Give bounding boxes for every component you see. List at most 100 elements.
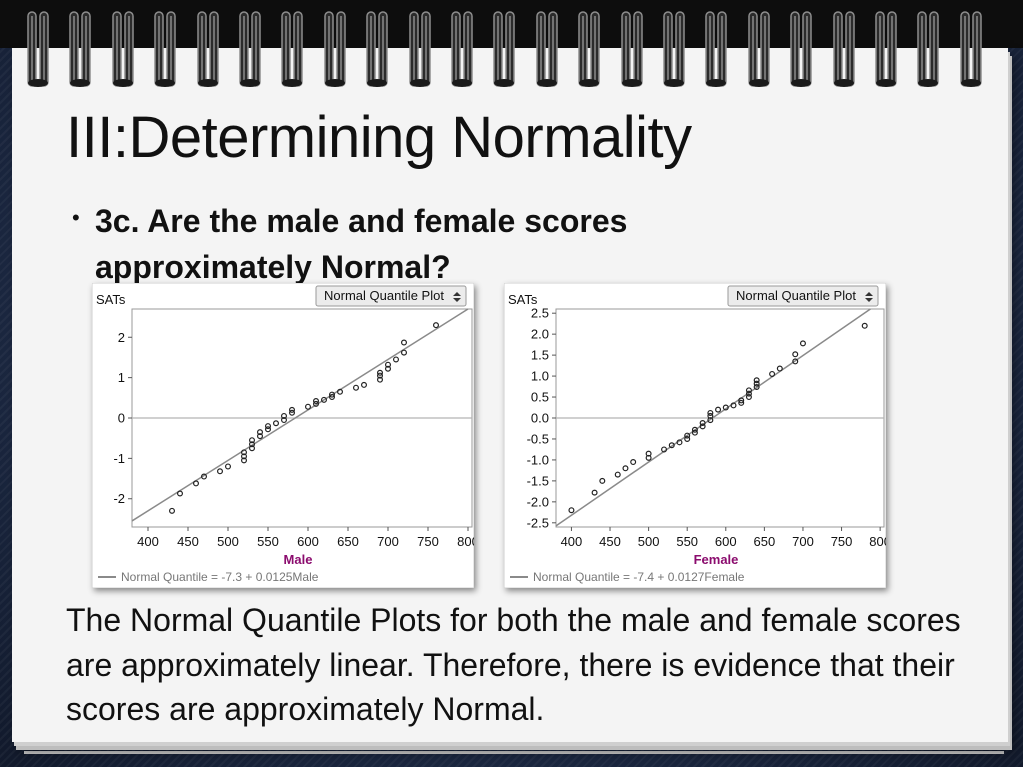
data-point — [265, 426, 272, 433]
data-point — [225, 463, 232, 470]
data-point — [676, 439, 683, 446]
x-tick-label: 650 — [754, 534, 776, 549]
data-point — [699, 423, 706, 430]
data-point — [861, 322, 868, 329]
data-point — [385, 365, 392, 372]
binding-ring — [577, 10, 603, 90]
y-tick-label: 1.0 — [531, 369, 549, 384]
data-point — [249, 445, 256, 452]
data-point — [645, 450, 652, 457]
data-point — [591, 489, 598, 496]
data-point — [329, 394, 336, 401]
data-point — [684, 435, 691, 442]
data-point — [353, 384, 360, 391]
binding-ring — [535, 10, 561, 90]
y-tick-label: 1.5 — [531, 348, 549, 363]
x-tick-label: 700 — [792, 534, 814, 549]
binding-ring — [916, 10, 942, 90]
data-point — [699, 420, 706, 427]
y-tick-label: 2 — [118, 330, 125, 345]
fit-line — [131, 308, 469, 522]
data-point — [684, 432, 691, 439]
legend-text: Normal Quantile = -7.3 + 0.0125Male — [121, 570, 319, 584]
data-point — [313, 398, 320, 405]
data-point — [273, 420, 280, 427]
plot-type-dropdown-label: Normal Quantile Plot — [736, 288, 856, 303]
data-point — [792, 358, 799, 365]
x-tick-label: 500 — [638, 534, 660, 549]
data-point — [329, 391, 336, 398]
data-point — [192, 480, 199, 487]
binding-ring — [492, 10, 518, 90]
binding-ring — [662, 10, 688, 90]
data-point — [738, 399, 745, 406]
binding-ring — [789, 10, 815, 90]
data-point — [401, 339, 408, 346]
binding-ring — [620, 10, 646, 90]
x-tick-label: 800 — [457, 534, 474, 549]
data-point — [281, 417, 288, 424]
y-tick-label: -1.5 — [527, 473, 549, 488]
data-point — [738, 397, 745, 404]
x-tick-label: 450 — [177, 534, 199, 549]
y-tick-label: -2.0 — [527, 494, 549, 509]
binding-ring — [704, 10, 730, 90]
y-tick-label: 0.0 — [531, 411, 549, 426]
page-edge — [24, 751, 1004, 754]
data-point — [168, 507, 175, 514]
slide-title: III:Determining Normality — [66, 105, 692, 170]
data-point — [661, 446, 668, 453]
data-point — [337, 388, 344, 395]
data-point — [393, 356, 400, 363]
plot-type-dropdown[interactable] — [727, 285, 879, 307]
y-tick-label: -1.0 — [527, 452, 549, 467]
data-point — [753, 377, 760, 384]
y-axis-label: SATs — [96, 292, 126, 307]
fit-line — [555, 308, 871, 527]
x-tick-label: 450 — [599, 534, 621, 549]
binding-ring — [832, 10, 858, 90]
binding-ring — [959, 10, 985, 90]
binding-ring — [153, 10, 179, 90]
y-tick-label: 0.5 — [531, 390, 549, 405]
x-tick-label: 600 — [297, 534, 319, 549]
data-point — [745, 390, 752, 397]
data-point — [707, 412, 714, 419]
data-point — [776, 365, 783, 372]
data-point — [769, 370, 776, 377]
male-quantile-plot: Normal Quantile Plot SATs 2 1 0 -1 -2 400 450 500… — [92, 283, 474, 588]
data-point — [745, 387, 752, 394]
y-tick-label: 1 — [118, 370, 125, 385]
data-point — [691, 429, 698, 436]
data-point — [305, 403, 312, 410]
x-tick-label: 400 — [137, 534, 159, 549]
x-tick-label: 400 — [561, 534, 583, 549]
data-point — [216, 468, 223, 475]
binding-ring — [450, 10, 476, 90]
plot-type-dropdown[interactable] — [315, 285, 467, 307]
data-point — [200, 473, 207, 480]
data-point — [249, 441, 256, 448]
x-tick-label: 750 — [417, 534, 439, 549]
data-point — [722, 404, 729, 411]
y-tick-label: 2.5 — [531, 306, 549, 321]
data-point — [281, 412, 288, 419]
data-point — [265, 423, 272, 430]
data-point — [645, 454, 652, 461]
data-point — [668, 442, 675, 449]
data-point — [707, 409, 714, 416]
binding-ring — [874, 10, 900, 90]
data-point — [257, 429, 264, 436]
binding-ring — [238, 10, 264, 90]
male-plot-canvas: Normal Quantile Plot SATs 2 1 0 -1 -2 400 450 500… — [92, 283, 474, 588]
data-point — [730, 402, 737, 409]
data-point — [377, 372, 384, 379]
data-point — [321, 396, 328, 403]
data-point — [385, 361, 392, 368]
data-point — [568, 507, 575, 514]
binding-ring — [26, 10, 52, 90]
conclusion-text: The Normal Quantile Plots for both the m… — [66, 602, 961, 727]
chevron-up-icon — [865, 292, 873, 296]
binding-ring — [280, 10, 306, 90]
